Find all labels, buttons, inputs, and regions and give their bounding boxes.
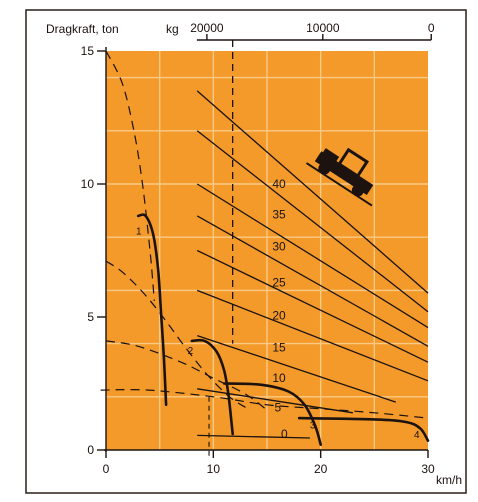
slope-label-25: 25	[272, 275, 286, 289]
y-axis-label: Dragkraft, ton	[46, 22, 119, 36]
top-axis-tick-label: 20000	[190, 21, 224, 35]
y-tick-label: 10	[81, 177, 95, 191]
x-tick-label: 0	[103, 462, 110, 476]
gear-curves: 1 2 3 4	[136, 213, 430, 446]
top-axis-label: kg	[166, 22, 179, 36]
slope-line-20	[196, 249, 429, 363]
top-axis: 20000 10000 0	[190, 21, 435, 344]
y-tick-label: 5	[87, 310, 94, 324]
slope-label-35: 35	[272, 208, 286, 222]
slope-label-30: 30	[272, 240, 286, 254]
y-tick-label: 0	[87, 443, 94, 457]
gear-label-1: 1	[136, 227, 142, 238]
slope-line-0	[197, 434, 310, 439]
gear-label-4: 4	[414, 430, 420, 441]
gear-curve-4	[297, 416, 430, 442]
x-tick-label: 20	[314, 462, 328, 476]
slope-line-35	[196, 130, 429, 313]
x-axis-label: km/h	[436, 473, 462, 487]
x-tick-label: 10	[207, 462, 221, 476]
top-axis-tick-label: 10000	[306, 21, 340, 35]
gear-label-3: 3	[310, 421, 316, 432]
slope-line-5	[197, 388, 353, 414]
x-tick-label: 30	[421, 462, 435, 476]
slope-label-15: 15	[272, 341, 286, 355]
slope-label-40: 40	[272, 177, 286, 191]
top-axis-tick-label: 0	[428, 21, 435, 35]
gear-curve-3	[222, 382, 322, 446]
y-tick-label: 15	[81, 44, 95, 58]
slope-line-30	[196, 183, 429, 329]
figure-frame	[25, 9, 467, 494]
slope-label-20: 20	[272, 309, 286, 323]
slope-label-0: 0	[281, 427, 288, 441]
gear-curve-1	[136, 213, 168, 407]
tractor-climbing-slope-icon	[305, 147, 374, 207]
slope-line-40	[196, 90, 429, 294]
slope-lines: 0 5 10 15 20 25 30 35 40	[196, 90, 429, 441]
slope-label-5: 5	[275, 400, 282, 414]
gear-curve-2	[190, 338, 234, 436]
slope-line-25	[196, 215, 429, 347]
gear-label-2: 2	[188, 346, 194, 357]
slope-line-10	[196, 334, 397, 403]
dashed-curve-3	[105, 340, 268, 411]
slope-label-10: 10	[272, 371, 286, 385]
slope-line-15	[196, 289, 429, 382]
dashed-curve-4	[100, 389, 429, 419]
dashed-curve-1	[105, 50, 155, 302]
grid	[106, 51, 428, 450]
